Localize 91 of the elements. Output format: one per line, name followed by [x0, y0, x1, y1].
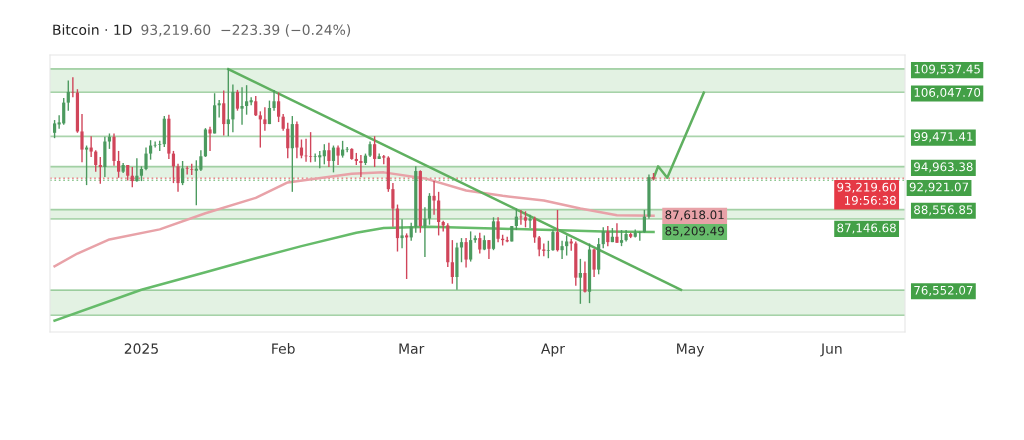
candlestick	[427, 192, 432, 226]
candlestick	[469, 230, 473, 263]
line-series	[652, 91, 706, 180]
candlestick	[565, 234, 569, 257]
candlestick	[208, 126, 212, 152]
candlestick	[199, 149, 203, 172]
candlestick	[478, 232, 482, 255]
candlestick	[240, 86, 244, 126]
y-tick-label: 94,963.38	[914, 162, 973, 173]
candlestick	[551, 229, 555, 252]
candlestick	[405, 232, 409, 280]
candlestick	[423, 206, 427, 258]
candlestick	[176, 162, 180, 193]
candlestick	[432, 180, 436, 216]
candlestick	[222, 89, 226, 137]
candlestick	[601, 226, 605, 249]
candlestick	[309, 131, 313, 164]
candlestick	[84, 144, 89, 186]
candlestick	[400, 218, 404, 249]
x-tick-label: 2025	[124, 343, 158, 354]
candlestick	[98, 156, 102, 185]
y-tick-label: 76,552.07	[914, 285, 973, 296]
candlestick	[71, 76, 75, 98]
candlestick	[313, 152, 317, 163]
chart-subtitle: 93,219.60 −223.39 (−0.24%)	[141, 24, 351, 37]
candlestick	[94, 149, 98, 173]
candlestick	[263, 106, 267, 132]
candlestick	[62, 97, 66, 126]
candlestick	[606, 225, 610, 247]
candlestick	[295, 120, 299, 159]
candlestick	[185, 165, 189, 176]
data-label: 87,618.01	[665, 210, 724, 221]
candlestick	[331, 144, 336, 174]
candlestick	[450, 239, 454, 285]
candlestick	[66, 79, 70, 112]
candlestick	[180, 160, 185, 186]
candlestick	[153, 140, 157, 149]
candlestick	[345, 146, 349, 153]
y-tick-label: 106,047.70	[914, 87, 981, 99]
candlestick	[583, 260, 587, 294]
candlestick	[496, 216, 500, 243]
ref-line-label: 92,921.07	[909, 182, 969, 193]
x-tick-label: Jun	[820, 343, 842, 357]
candlestick	[277, 91, 281, 123]
candlestick	[52, 119, 57, 139]
candlestick	[286, 122, 290, 159]
candlestick	[615, 222, 619, 244]
candlestick	[217, 99, 221, 119]
candlestick	[226, 67, 230, 137]
candlestick	[464, 237, 468, 269]
candlestick	[245, 84, 249, 116]
candlestick	[254, 95, 258, 117]
x-tick-label: Apr	[541, 343, 565, 357]
candlestick	[258, 110, 262, 149]
candlestick	[89, 135, 93, 158]
candlestick	[359, 154, 363, 178]
candlestick	[336, 144, 340, 166]
ref-line-label: 87,146.68	[837, 223, 896, 234]
chart-title: Bitcoin · 1D	[53, 24, 132, 36]
x-tick-label: Mar	[399, 343, 425, 354]
candlestick	[299, 138, 304, 159]
candlestick	[373, 135, 377, 168]
x-tick-label: Feb	[272, 343, 295, 354]
candlestick	[555, 209, 560, 253]
candlestick	[578, 258, 582, 305]
candlestick	[560, 240, 564, 260]
candlestick	[487, 239, 491, 260]
candlestick	[514, 207, 518, 231]
candlestick	[144, 146, 148, 172]
x-tick-label: May	[677, 343, 705, 357]
candlestick	[235, 89, 240, 112]
candlestick	[437, 191, 441, 237]
candlestick	[528, 213, 532, 229]
candlestick	[272, 89, 276, 112]
candlestick	[327, 142, 331, 168]
candlestick	[537, 235, 541, 257]
candlestick	[116, 150, 121, 179]
y-tick-label: 99,471.41	[914, 132, 973, 143]
line-series	[53, 171, 655, 268]
y-tick-label: 88,556.85	[914, 205, 973, 216]
candlestick	[642, 209, 646, 234]
candlestick	[80, 113, 84, 164]
candlestick	[592, 248, 596, 278]
candlestick	[533, 215, 537, 244]
ref-line-label: 93,219.60 19:56:38	[837, 182, 896, 205]
candlestick	[638, 230, 642, 242]
data-label: 85,209.49	[665, 226, 724, 237]
candlestick	[322, 143, 326, 166]
candlestick	[391, 182, 395, 228]
candlestick	[148, 139, 153, 161]
y-tick-label: 109,537.45	[914, 64, 980, 75]
